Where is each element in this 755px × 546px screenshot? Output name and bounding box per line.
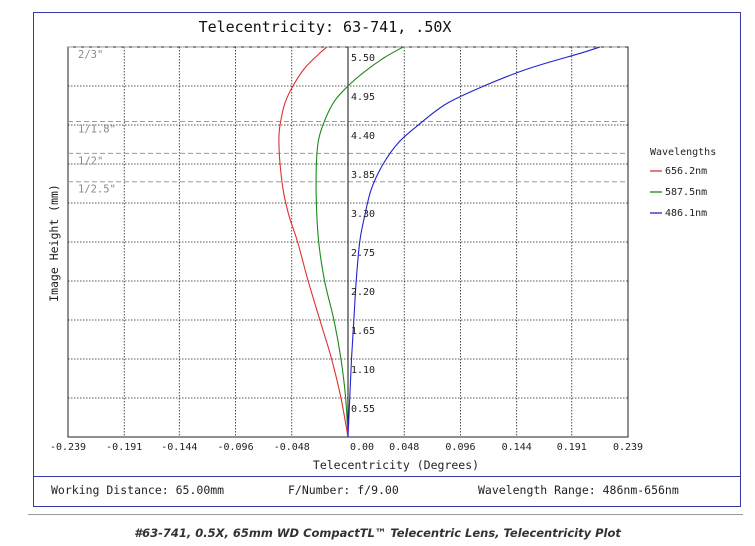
x-axis-label: Telecentricity (Degrees) [313,458,479,472]
sensor-marker-label: 1/1.8" [78,123,116,135]
x-tick-label: 0.144 [502,442,532,453]
y-tick-label: 4.40 [351,131,375,142]
x-tick-label: 0.00 [350,442,374,453]
series-line-486.1nm [347,46,601,438]
y-tick-label: 3.85 [351,170,375,181]
y-axis-label: Image Height (mm) [47,184,61,302]
working-distance: Working Distance: 65.00mm [51,483,224,497]
legend-label: 656.2nm [665,166,707,177]
y-tick-label: 1.10 [351,365,375,376]
x-tick-label: 0.191 [557,442,587,453]
y-tick-labels: 0.55 1.10 1.65 2.20 2.75 3.30 3.85 4.40 4.95 5.50 [351,53,375,415]
x-tick-label: -0.191 [106,442,142,453]
y-tick-label: 5.50 [351,53,375,64]
series-layer [278,46,601,438]
legend: Wavelengths 656.2nm 587.5nm 486.1nm [650,147,716,219]
x-tick-label: 0.239 [613,442,643,453]
x-tick-label: -0.048 [274,442,310,453]
x-tick-label: -0.144 [161,442,197,453]
x-tick-labels: -0.239 -0.191 -0.144 -0.096 -0.048 0.00 0.048 0… [50,442,643,453]
y-tick-label: 2.75 [351,248,375,259]
legend-label: 587.5nm [665,187,707,198]
figure-caption: #63-741, 0.5X, 65mm WD CompactTL™ Telece… [134,526,621,540]
f-number: F/Number: f/9.00 [288,483,399,497]
sensor-marker-label: 1/2.5" [78,184,116,196]
series-line-656.2nm [278,46,349,438]
y-tick-label: 0.55 [351,404,375,415]
x-tick-label: -0.096 [217,442,253,453]
info-bar [33,476,741,507]
footer-divider [28,514,743,515]
chart-title: Telecentricity: 63-741, .50X [199,18,452,36]
y-tick-label: 1.65 [351,326,375,337]
y-tick-label: 3.30 [351,209,375,220]
sensor-marker-label: 1/2" [78,155,103,167]
series-line-587.5nm [315,46,404,438]
x-tick-label: 0.048 [389,442,419,453]
wavelength-range: Wavelength Range: 486nm-656nm [478,483,679,497]
legend-title: Wavelengths [650,147,716,158]
x-tick-label: -0.239 [50,442,86,453]
y-tick-label: 4.95 [351,92,375,103]
legend-label: 486.1nm [665,208,707,219]
y-tick-label: 2.20 [351,287,375,298]
sensor-marker-label: 2/3" [78,49,103,61]
x-tick-label: 0.096 [445,442,475,453]
